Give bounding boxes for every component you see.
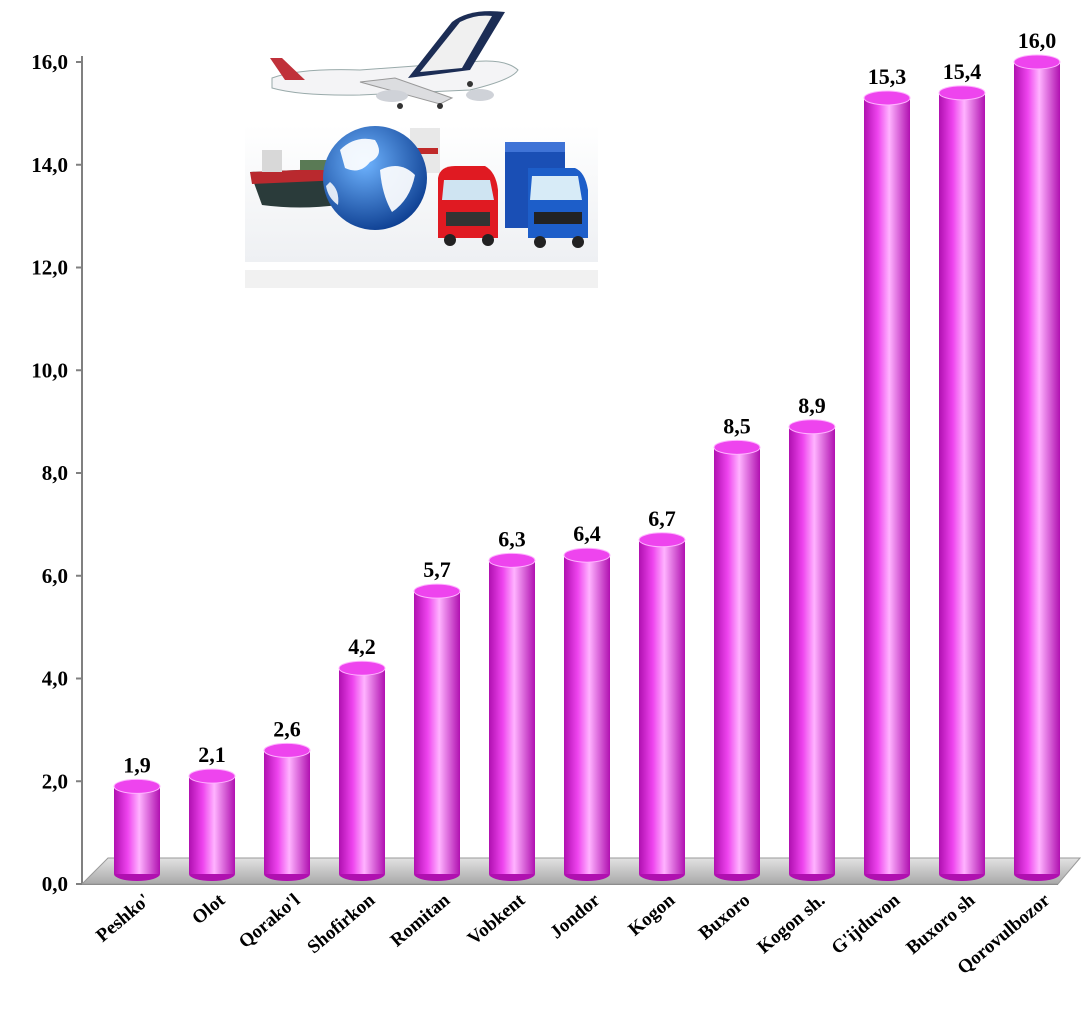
bar-top: [338, 660, 386, 676]
y-tick-label: 14,0: [31, 153, 68, 177]
y-tick-label: 2,0: [42, 769, 68, 793]
bar-top: [488, 552, 536, 568]
bar-body: [414, 591, 460, 874]
bar: [938, 85, 986, 881]
y-tick-label: 6,0: [42, 564, 68, 588]
data-label: 16,0: [1018, 28, 1057, 53]
y-tick-label: 12,0: [31, 256, 68, 280]
x-axis-category-labels: Peshko' Olot Qorako'l Shofirkon Romitan Vobke…: [92, 889, 1054, 979]
x-tick-label: Romitan: [387, 889, 455, 951]
bar-body: [189, 776, 235, 874]
bar: [113, 778, 161, 881]
bar-top: [263, 742, 311, 758]
data-label: 5,7: [423, 557, 451, 582]
y-tick-label: 10,0: [31, 358, 68, 382]
bar-body: [714, 447, 760, 874]
y-tick-label: 8,0: [42, 461, 68, 485]
bar: [413, 583, 461, 881]
bar: [863, 90, 911, 881]
data-label: 4,2: [348, 634, 376, 659]
bar-body: [1014, 62, 1060, 874]
data-label: 6,3: [498, 526, 526, 551]
bar-top: [188, 768, 236, 784]
x-tick-label: Kogon: [624, 889, 679, 940]
x-tick-label: Kogon sh.: [753, 890, 829, 958]
x-tick-label: Buxoro sh: [902, 889, 979, 958]
bar-body: [264, 750, 310, 874]
bar: [263, 742, 311, 881]
bar-body: [864, 97, 910, 874]
x-tick-label: Buxoro: [695, 890, 754, 945]
bar: [338, 660, 386, 881]
data-label: 15,4: [943, 59, 982, 84]
bar-top: [1013, 54, 1061, 70]
bar: [488, 552, 536, 881]
bar-body: [564, 555, 610, 874]
van-icon: [438, 166, 498, 246]
data-label: 15,3: [868, 64, 907, 89]
bars: [113, 54, 1061, 881]
x-tick-label: Olot: [188, 889, 230, 929]
bar-top: [863, 90, 911, 106]
data-label: 6,7: [648, 506, 676, 531]
x-tick-label: Qorako'l: [235, 890, 304, 953]
airplane-icon: [270, 11, 519, 109]
data-labels: 1,9 2,1 2,6 4,2 5,7 6,3 6,4 6,7 8,5 8,9 15,3 15,4 16…: [123, 28, 1056, 777]
y-axis-tick-labels: 0,0 2,0 4,0 6,0 8,0 10,0 12,0 14,0 16,0: [31, 50, 82, 896]
bar-top: [638, 532, 686, 548]
data-label: 2,1: [198, 742, 226, 767]
bar-top: [113, 778, 161, 794]
bar-body: [939, 92, 985, 874]
bar-top: [563, 547, 611, 563]
y-tick-label: 16,0: [31, 50, 68, 74]
bar: [188, 768, 236, 881]
data-label: 8,5: [723, 413, 751, 438]
globe-icon: [323, 126, 427, 230]
data-label: 2,6: [273, 716, 301, 741]
data-label: 1,9: [123, 752, 151, 777]
bar: [713, 439, 761, 881]
bar: [1013, 54, 1061, 881]
x-tick-label: Jondor: [546, 889, 604, 943]
bar: [788, 419, 836, 881]
transport-logistics-icon: [245, 11, 598, 288]
y-tick-label: 4,0: [42, 667, 68, 691]
y-tick-label: 0,0: [42, 872, 68, 896]
bar-body: [489, 560, 535, 874]
data-label: 6,4: [573, 521, 601, 546]
x-tick-label: Peshko': [92, 890, 154, 947]
bar-top: [413, 583, 461, 599]
x-tick-label: Shofirkon: [303, 889, 379, 958]
bar: [563, 547, 611, 881]
bar-top: [713, 439, 761, 455]
bar-body: [114, 786, 160, 874]
truck-icon: [505, 142, 588, 248]
bar-top: [938, 85, 986, 101]
bar-body: [339, 668, 385, 874]
bar-top: [788, 419, 836, 435]
bar-body: [789, 426, 835, 874]
bar: [638, 532, 686, 881]
x-tick-label: Vobkent: [464, 889, 530, 949]
x-tick-label: G'ijduvon: [828, 889, 905, 958]
data-label: 8,9: [798, 393, 826, 418]
bar-body: [639, 539, 685, 874]
